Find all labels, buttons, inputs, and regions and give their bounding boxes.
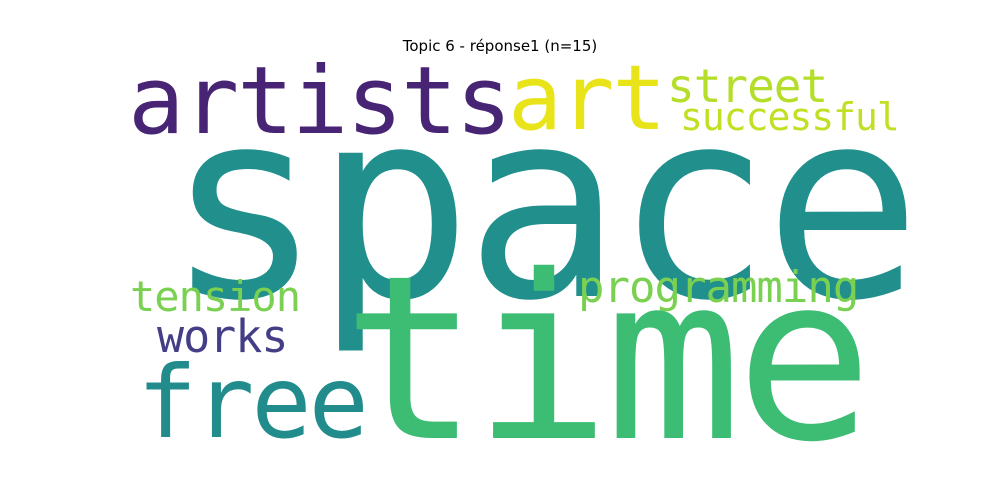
word-works: works [157, 310, 288, 363]
word-artists: artists [128, 47, 512, 156]
word-art: art [508, 46, 667, 151]
word-programming: programming [578, 262, 859, 313]
word-free: free [137, 344, 369, 461]
word-space: space [165, 53, 922, 358]
word-successful: successful [680, 95, 900, 139]
word-tension: tension [130, 272, 301, 321]
chart-title: Topic 6 - réponse1 (n=15) [402, 37, 598, 55]
word-time: time [342, 226, 873, 492]
word-street: street [667, 59, 828, 113]
